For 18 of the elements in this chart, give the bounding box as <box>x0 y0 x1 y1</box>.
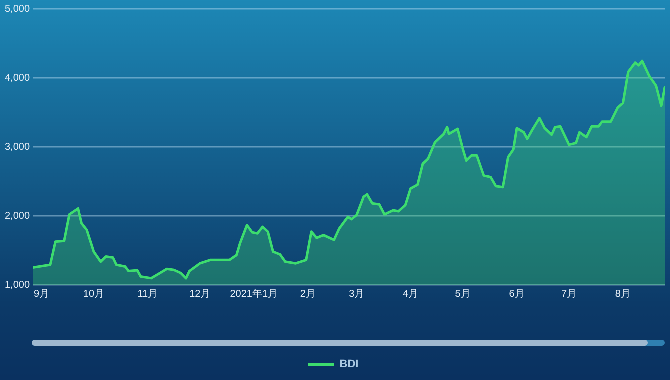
x-tick-label: 12月 <box>190 288 211 300</box>
y-tick-label: 2,000 <box>4 210 30 222</box>
x-tick-label: 2021年1月 <box>230 288 278 300</box>
x-tick-label: 10月 <box>83 288 105 300</box>
x-tick-label: 5月 <box>455 288 471 300</box>
x-tick-label: 7月 <box>561 288 578 300</box>
x-tick-label: 6月 <box>509 288 525 300</box>
x-tick-label: 8月 <box>615 288 631 300</box>
y-tick-label: 4,000 <box>4 72 30 84</box>
legend-label: BDI <box>340 358 359 371</box>
x-tick-label: 4月 <box>403 288 419 300</box>
x-tick-label: 11月 <box>138 288 158 300</box>
x-tick-label: 2月 <box>300 288 316 300</box>
x-tick-label: 3月 <box>349 288 365 300</box>
x-tick-label: 9月 <box>34 288 50 300</box>
y-tick-label: 3,000 <box>4 142 30 153</box>
y-tick-label: 5,000 <box>4 4 30 15</box>
y-tick-label: 1,000 <box>4 280 30 291</box>
